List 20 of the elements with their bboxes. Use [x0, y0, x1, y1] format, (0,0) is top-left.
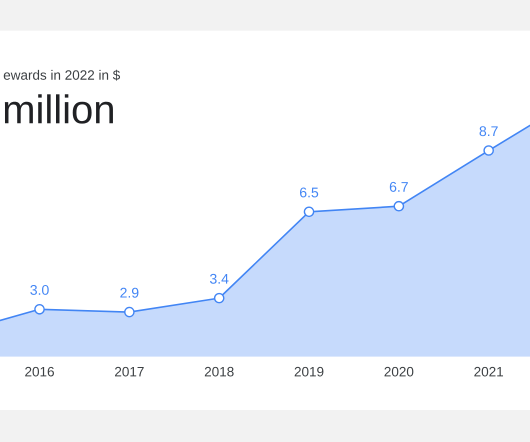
chart-subtitle: million: [4, 94, 113, 124]
data-label: 6.7: [390, 182, 408, 192]
x-tick-label: 2020: [384, 366, 414, 376]
chart-title: ewards in 2022 in $: [4, 70, 120, 81]
point: [214, 292, 224, 304]
data-label: 3.0: [30, 284, 49, 295]
x-tick-label: 2017: [115, 366, 144, 376]
point: [34, 304, 45, 315]
point: [394, 200, 404, 212]
x-tick-label: 2019: [294, 366, 324, 376]
point: [483, 145, 494, 156]
x-tick-label: 2016: [25, 366, 54, 376]
data-label: 6.5: [300, 188, 318, 198]
point: [304, 206, 314, 218]
data-label: 3.4: [210, 274, 229, 284]
x-tick-label: 2018: [204, 366, 234, 376]
data-label: 2.9: [120, 288, 138, 298]
point: [124, 306, 135, 318]
x-tick-label: 2021: [474, 366, 504, 376]
data-label: 8.7: [480, 126, 498, 136]
